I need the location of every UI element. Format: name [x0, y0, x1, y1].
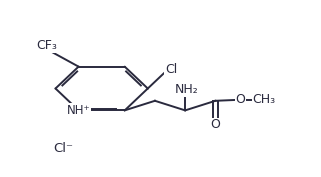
- Text: Cl⁻: Cl⁻: [53, 142, 74, 155]
- Text: Cl: Cl: [165, 63, 177, 76]
- Text: CF₃: CF₃: [36, 39, 57, 52]
- Text: O: O: [211, 118, 220, 131]
- Text: NH₂: NH₂: [175, 83, 199, 96]
- Text: CH₃: CH₃: [253, 93, 276, 106]
- Text: O: O: [235, 93, 245, 106]
- Text: NH⁺: NH⁺: [67, 104, 91, 117]
